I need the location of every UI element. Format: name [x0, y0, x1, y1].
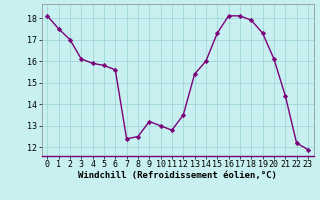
X-axis label: Windchill (Refroidissement éolien,°C): Windchill (Refroidissement éolien,°C) — [78, 171, 277, 180]
